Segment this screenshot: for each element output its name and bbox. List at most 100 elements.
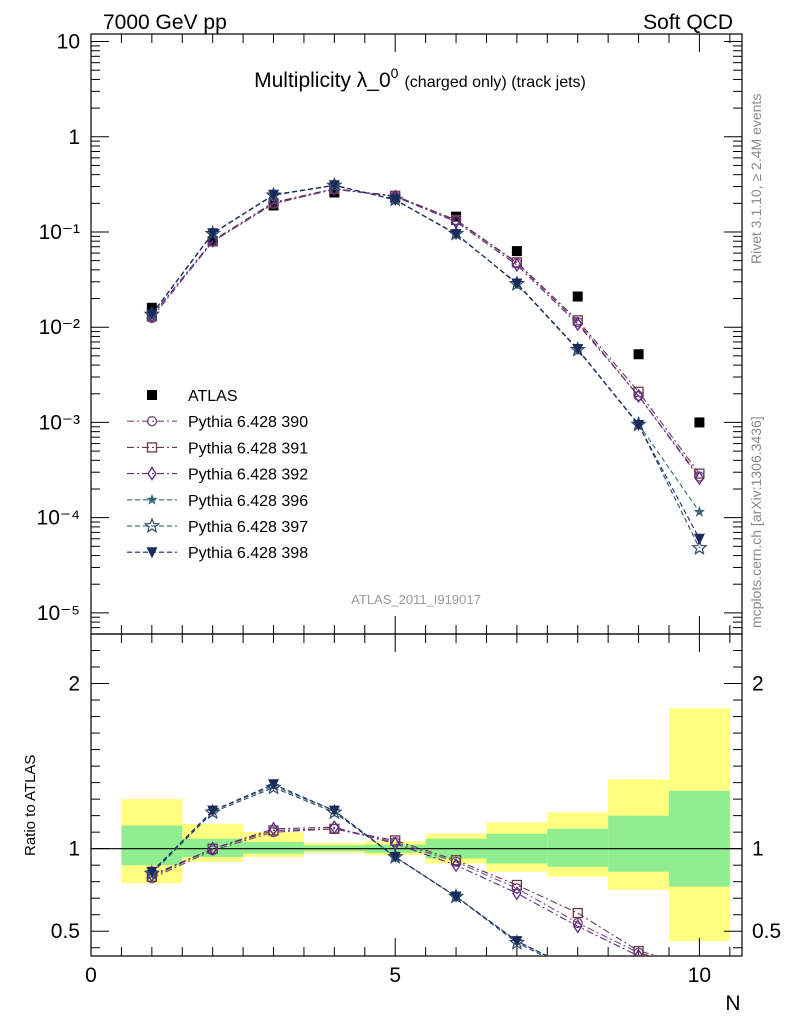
y-tick-label: 10⁻⁴ [37,507,80,530]
band-inner [547,828,609,867]
legend-marker [146,416,158,427]
legend-marker [143,517,161,534]
watermark: ATLAS_2011_I919017 [351,592,481,607]
ratio-point [146,866,158,878]
data-point [146,309,158,321]
ratio-point [512,886,522,901]
main-title-small: (charged only) (track jets) [404,74,585,91]
ratio-point [633,980,644,991]
data-point [511,246,522,257]
main-title-text: Multiplicity λ_0 [254,69,391,92]
data-point [389,194,401,206]
ratio-point [572,907,583,919]
x-tick-label: 0 [85,964,97,987]
legend-label: ATLAS [188,388,238,405]
ratio-frame [90,633,743,957]
y-tick-label: 10⁻⁵ [37,602,80,625]
mcplots-label: mcplots.cern.ch [arXiv:1306.3436] [748,416,764,628]
data-point [572,344,584,356]
ratio-point [572,919,583,934]
ratio-point [207,805,219,817]
x-tick-label: 10 [688,964,711,987]
data-point [693,533,705,545]
ratio-point [633,981,644,992]
y-tick-label: 2 [68,673,80,696]
series-line [151,188,700,479]
y-tick-label: 10⁻¹ [39,221,80,244]
data-point [328,180,340,192]
band-inner [668,790,730,887]
ratio-line [151,828,653,956]
ratio-plot: 0 5 100.5 0.51 12 2 [51,34,781,1012]
legend-marker [146,493,158,505]
ratio-point [694,991,705,1002]
ratio-point [207,841,218,856]
ratio-point [268,821,279,837]
data-point [450,229,462,241]
y-tick-label: 0.5 [752,920,781,943]
ratio-point [329,820,340,835]
legend-label: Pythia 6.428 392 [188,467,308,484]
main-frame [90,33,743,635]
ratio-point [265,778,282,795]
band-inner [243,842,304,854]
y-tick-label: 1 [68,126,80,149]
legend-label: Pythia 6.428 398 [188,545,308,562]
data-point [633,419,645,431]
ratio-line [151,826,641,956]
data-point [511,278,523,290]
legend-label: Pythia 6.428 396 [188,493,308,510]
y-tick-label: 1 [68,838,80,861]
ratio-point [390,835,401,846]
legend-label: Pythia 6.428 391 [188,440,308,457]
ratio-point [571,966,584,979]
data-point [694,470,705,486]
ratio-point [451,858,461,873]
band-inner [121,825,183,866]
main-series [143,176,708,556]
ratio-point [147,867,157,883]
legend-marker [147,390,157,400]
data-point [268,200,279,211]
x-axis-label: N [725,992,740,1015]
data-point [572,316,583,332]
main-plot: 10 1 10⁻¹ 10⁻² 10⁻³ 10⁻⁴ 10⁻⁵ ATLAS Pythia 6.428… [37,31,743,635]
data-point [329,187,340,198]
data-point [207,228,219,240]
data-point [693,505,706,517]
data-point [633,349,644,360]
ratio-point [572,917,583,929]
ratio-point [511,936,523,948]
ratio-point [632,979,645,992]
rivet-label: Rivet 3.1.10, ≥ 2.4M events [748,94,764,264]
data-point [691,539,708,556]
ratio-point [633,945,644,956]
ratio-line [151,828,662,956]
ratio-line [151,783,549,956]
legend-marker [146,442,158,453]
y-tick-label: 10⁻² [39,316,80,339]
legend-label: Pythia 6.428 397 [188,519,308,536]
y-tick-label: 10⁻³ [39,411,80,434]
ratio-point [328,805,340,817]
data-point [512,257,522,273]
main-title: Multiplicity λ_00 (charged only) (track j… [254,65,586,92]
y-tick-label: 10 [57,31,80,54]
ratio-point [694,999,705,1010]
legend-marker [146,547,158,559]
y-tick-label: 0.5 [51,920,80,943]
series-line [151,184,700,513]
legend-marker [147,466,157,481]
ratio-point [693,999,706,1012]
data-point [572,291,583,302]
main-title-sup: 0 [391,65,399,81]
y-tick-label: 2 [752,673,764,696]
band-inner [608,815,669,872]
ratio-series [143,778,706,1012]
ratio-point [633,948,644,956]
y-tick-label: 1 [752,838,764,861]
series-line [151,188,700,477]
series-line [151,184,700,540]
ratio-point [572,966,583,977]
